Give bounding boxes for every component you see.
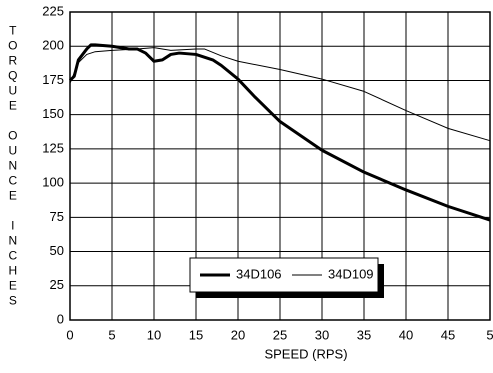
x-tick-label: 45 <box>441 327 455 342</box>
series-line <box>69 47 491 142</box>
y-tick-label: 125 <box>42 140 64 155</box>
y-tick-label: 100 <box>42 175 64 190</box>
legend-box <box>189 257 379 293</box>
x-tick-label: 0 <box>66 327 73 342</box>
x-tick-label: 20 <box>231 327 245 342</box>
y-tick-label: 175 <box>42 72 64 87</box>
legend-label: 34D109 <box>328 266 374 281</box>
y-axis-label: TORQUE OUNCE INCHES <box>6 24 20 309</box>
y-tick-label: 50 <box>50 243 64 258</box>
y-tick-label: 75 <box>50 209 64 224</box>
x-tick-label: 5 <box>486 327 493 342</box>
x-tick-label: 35 <box>357 327 371 342</box>
x-axis-label: SPEED (RPS) <box>264 346 347 361</box>
x-tick-label: 25 <box>273 327 287 342</box>
y-tick-label: 150 <box>42 106 64 121</box>
y-tick-label: 200 <box>42 38 64 53</box>
y-tick-label: 225 <box>42 3 64 18</box>
y-tick-label: 0 <box>57 311 64 326</box>
y-tick-label: 25 <box>50 277 64 292</box>
series-line <box>68 43 491 222</box>
x-tick-label: 30 <box>315 327 329 342</box>
legend-label: 34D106 <box>236 266 282 281</box>
x-tick-label: 5 <box>108 327 115 342</box>
x-tick-label: 40 <box>399 327 413 342</box>
plot-frame <box>69 11 491 321</box>
x-tick-label: 10 <box>147 327 161 342</box>
x-tick-label: 15 <box>189 327 203 342</box>
